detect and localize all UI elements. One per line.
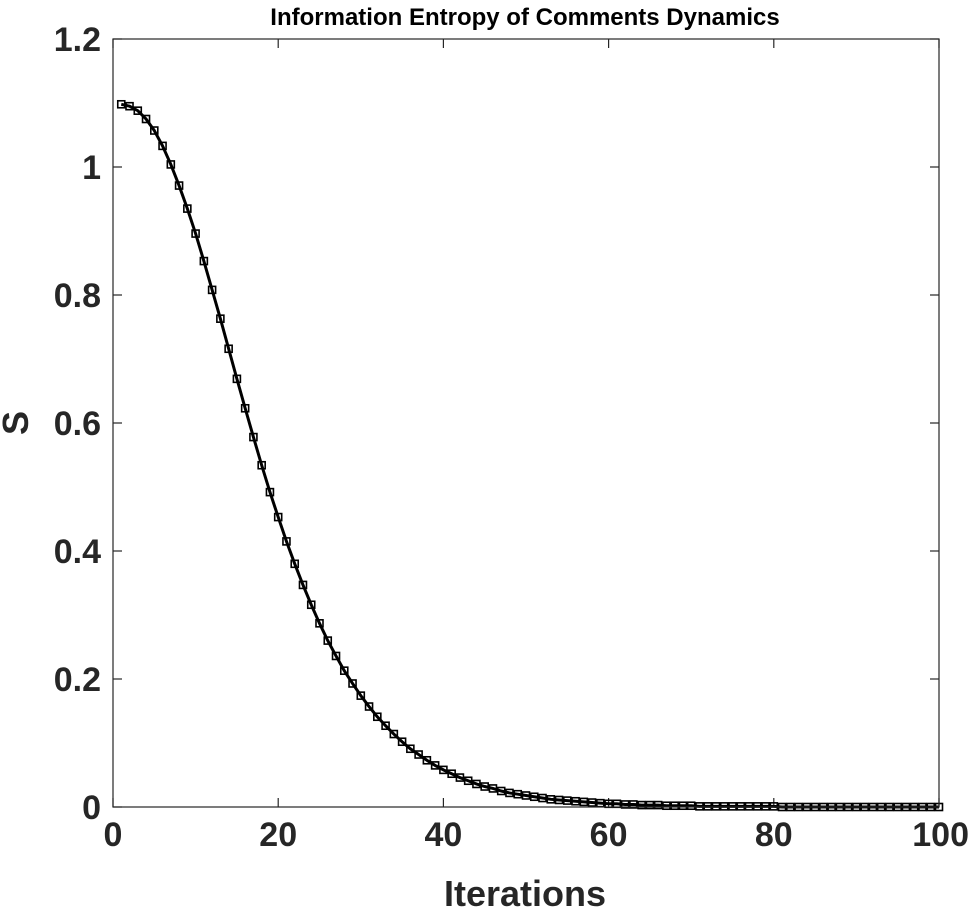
x-tick-label: 40 (424, 816, 462, 854)
data-point-marker (752, 802, 762, 811)
data-point-marker (579, 797, 589, 807)
data-point-marker (240, 403, 250, 413)
data-point-marker (150, 126, 159, 135)
data-point-marker (414, 750, 423, 759)
data-point-marker (744, 802, 754, 811)
data-point-marker (158, 141, 167, 151)
data-point-marker (265, 487, 275, 497)
data-point-marker (662, 801, 671, 811)
chart-title: Information Entropy of Comments Dynamics (270, 4, 779, 31)
data-point-marker (455, 773, 465, 782)
data-point-marker (695, 802, 704, 811)
data-point-marker (587, 798, 597, 807)
data-point-marker (133, 106, 143, 115)
data-point-marker (463, 776, 473, 786)
data-point-marker (174, 181, 184, 190)
data-point-marker (323, 636, 333, 645)
plot-area-frame (112, 38, 940, 808)
data-point-marker (183, 204, 192, 213)
data-point-marker (703, 802, 713, 811)
data-point-marker (257, 460, 266, 470)
data-point-marker (364, 702, 374, 711)
data-point-marker (199, 256, 209, 266)
y-tick-label: 0.4 (54, 533, 101, 571)
data-point-marker (678, 801, 688, 811)
x-tick-label: 20 (259, 816, 297, 854)
y-tick-label: 0.6 (54, 405, 101, 443)
data-point-marker (306, 600, 316, 610)
data-point-marker (653, 800, 663, 810)
y-axis-label: S (0, 411, 36, 435)
data-point-marker (670, 801, 679, 811)
data-point-marker (645, 800, 655, 810)
y-tick-label: 1.2 (54, 21, 101, 59)
data-point-marker (315, 619, 324, 628)
data-point-marker (711, 802, 721, 811)
data-point-marker (430, 761, 440, 770)
data-point-marker (290, 559, 300, 569)
data-point-marker (719, 802, 729, 811)
data-point-marker (389, 729, 399, 739)
data-point-marker (216, 314, 225, 323)
x-tick-label: 100 (912, 816, 969, 854)
data-point-marker (447, 769, 456, 779)
data-point-marker (686, 801, 696, 811)
data-point-marker (488, 784, 498, 793)
data-point-marker (141, 114, 151, 124)
y-tick-label: 1 (82, 149, 101, 187)
data-point-marker (116, 99, 126, 109)
data-point-marker (571, 796, 580, 806)
series-line (120, 102, 939, 809)
data-point-marker (381, 721, 390, 731)
data-point-marker (397, 737, 407, 747)
data-point-marker (439, 765, 448, 775)
data-point-marker (125, 101, 134, 111)
data-point-marker (521, 791, 531, 800)
data-point-marker (538, 793, 547, 803)
data-point-marker (282, 537, 291, 546)
data-point-marker (562, 796, 572, 805)
data-point-marker (339, 666, 349, 675)
data-point-marker (348, 679, 357, 688)
data-point-marker (529, 792, 539, 802)
data-point-marker (496, 786, 506, 796)
data-point-marker (422, 755, 432, 765)
x-axis-label: Iterations (444, 873, 606, 914)
data-point-marker (191, 229, 200, 238)
data-point-marker (637, 800, 646, 810)
data-point-marker (249, 432, 258, 442)
data-point-marker (224, 344, 233, 354)
x-tick-label: 60 (590, 816, 628, 854)
x-tick-label: 0 (104, 816, 123, 854)
data-point-marker (273, 512, 283, 522)
data-point-marker (406, 744, 415, 754)
data-point-marker (629, 800, 638, 809)
y-tick-label: 0 (82, 789, 101, 827)
axis-ticks (112, 38, 940, 808)
data-markers (116, 99, 944, 812)
data-point-marker (728, 802, 737, 811)
data-point-marker (736, 802, 746, 811)
data-point-marker (166, 160, 176, 169)
data-point-marker (298, 580, 308, 590)
data-point-marker (356, 691, 366, 700)
x-tick-label: 80 (755, 816, 793, 854)
y-tick-label: 0.2 (54, 661, 101, 699)
data-point-marker (207, 285, 217, 295)
data-point-marker (505, 788, 514, 798)
data-point-marker (331, 651, 341, 661)
data-point-marker (232, 374, 242, 384)
data-point-marker (546, 795, 556, 804)
tick-labels: 0 20 40 60 80 100 0 0.2 0.4 0.6 0.8 1 1.2 (54, 21, 969, 854)
data-point-marker (769, 802, 779, 811)
data-point-marker (472, 779, 481, 789)
data-point-marker (373, 712, 382, 722)
data-point-marker (620, 800, 630, 809)
data-point-marker (761, 802, 770, 811)
data-point-marker (480, 782, 490, 791)
data-point-marker (513, 789, 523, 799)
data-point-marker (554, 795, 564, 805)
y-tick-label: 0.8 (54, 277, 101, 315)
